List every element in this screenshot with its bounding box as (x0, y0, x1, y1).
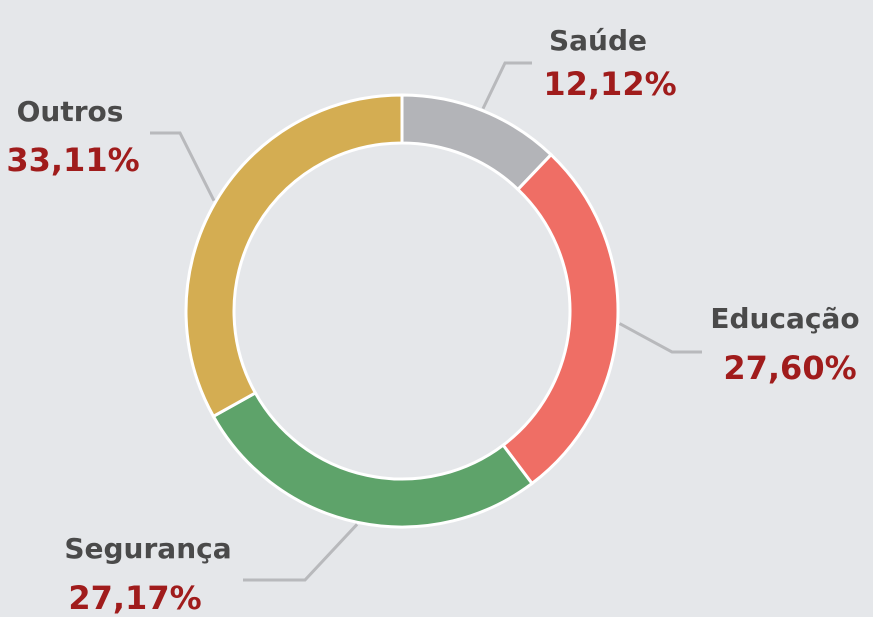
slice-value: 33,11% (6, 141, 139, 179)
leader-line (243, 523, 359, 582)
slice-label: Outros (17, 95, 124, 128)
slice-label: Saúde (549, 24, 647, 57)
donut-slice (400, 93, 554, 192)
slice-label: Educação (710, 302, 859, 335)
slice-value: 27,17% (68, 579, 201, 617)
slice-value: 12,12% (543, 65, 676, 103)
leader-line (481, 61, 532, 110)
slice-value: 27,60% (723, 349, 856, 387)
donut-slice (501, 152, 620, 486)
donut-slice (184, 93, 404, 419)
donut-slice (211, 390, 535, 529)
slice-label: Segurança (64, 532, 231, 565)
leader-line (618, 322, 702, 354)
leader-line (150, 131, 216, 202)
